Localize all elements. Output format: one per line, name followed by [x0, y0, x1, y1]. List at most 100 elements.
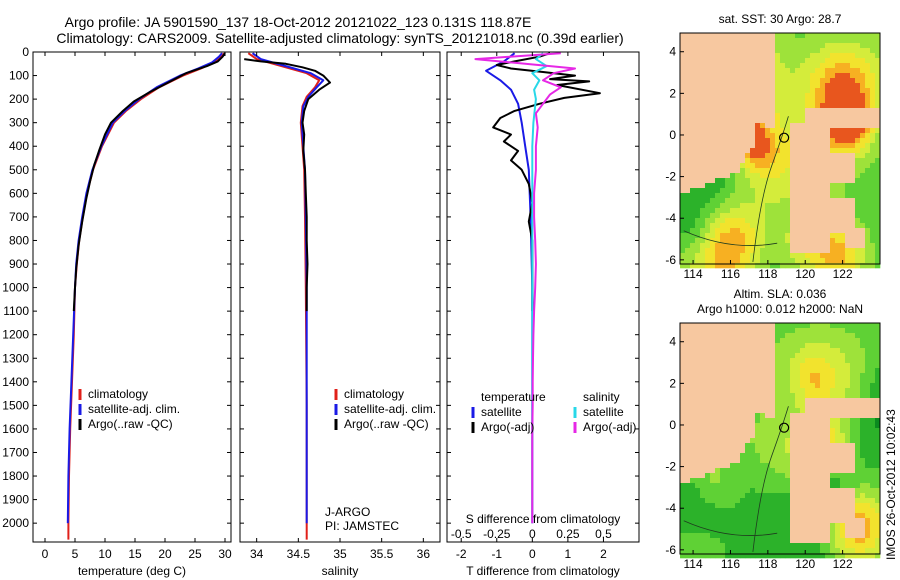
map-cell: [815, 188, 821, 194]
map-cell: [770, 408, 776, 414]
map-cell: [865, 383, 871, 389]
map-cell: [700, 173, 706, 179]
map-cell: [740, 108, 746, 114]
map-cell: [810, 243, 816, 249]
map-cell: [770, 333, 776, 339]
map-cell: [785, 403, 791, 409]
map-cell: [840, 148, 846, 154]
map-cell: [820, 493, 826, 499]
map-cell: [875, 323, 881, 329]
map-cell: [785, 98, 791, 104]
map-cell: [850, 188, 856, 194]
map-cell: [815, 543, 821, 549]
map-cell: [730, 38, 736, 44]
map-cell: [800, 148, 806, 154]
map-cell: [875, 493, 881, 499]
map-cell: [740, 158, 746, 164]
map-cell: [725, 388, 731, 394]
map-cell: [870, 513, 876, 519]
map-cell: [740, 478, 746, 484]
map-cell: [825, 338, 831, 344]
map-cell: [750, 323, 756, 329]
map-cell: [850, 158, 856, 164]
map-cell: [865, 208, 871, 214]
map-cell: [705, 508, 711, 514]
map-cell: [780, 93, 786, 99]
map-cell: [820, 143, 826, 149]
map-cell: [715, 398, 721, 404]
map-cell: [860, 193, 866, 199]
contour-line: [683, 230, 778, 246]
map-cell: [680, 338, 686, 344]
map-cell: [785, 533, 791, 539]
map-cell: [735, 528, 741, 534]
map-cell: [780, 78, 786, 84]
map-cell: [785, 458, 791, 464]
map-cell: [840, 183, 846, 189]
map-cell: [820, 133, 826, 139]
map-cell: [780, 353, 786, 359]
map-cell: [810, 328, 816, 334]
map-cell: [775, 463, 781, 469]
map-cell: [840, 468, 846, 474]
map-cell: [860, 453, 866, 459]
map-cell: [730, 253, 736, 259]
map-cell: [725, 473, 731, 479]
map-cell: [820, 418, 826, 424]
map-cell: [835, 543, 841, 549]
map-cell: [795, 143, 801, 149]
map-cell: [850, 258, 856, 264]
map-cell: [865, 83, 871, 89]
map-cell: [835, 218, 841, 224]
map-cell: [735, 118, 741, 124]
map-cell: [840, 323, 846, 329]
map-cell: [755, 128, 761, 134]
map-cell: [835, 328, 841, 334]
map-cell: [755, 113, 761, 119]
map-cell: [730, 333, 736, 339]
map-cell: [770, 498, 776, 504]
map-cell: [760, 258, 766, 264]
map-cell: [775, 378, 781, 384]
map-cell: [700, 123, 706, 129]
map-cell: [790, 503, 796, 509]
map-cell: [760, 63, 766, 69]
map-cell: [865, 538, 871, 544]
map-cell: [715, 48, 721, 54]
map-cell: [815, 148, 821, 154]
map-cell: [700, 98, 706, 104]
map-cell: [735, 183, 741, 189]
map-cell: [685, 373, 691, 379]
map-cell: [750, 153, 756, 159]
map-cell: [735, 418, 741, 424]
map-cell: [755, 543, 761, 549]
map-cell: [875, 378, 881, 384]
map-cell: [820, 223, 826, 229]
map-cell: [695, 228, 701, 234]
map-cell: [750, 433, 756, 439]
map-cell: [800, 488, 806, 494]
map-cell: [745, 118, 751, 124]
map-cell: [790, 163, 796, 169]
map-cell: [870, 88, 876, 94]
map-cell: [820, 243, 826, 249]
map-cell: [865, 533, 871, 539]
map-cell: [860, 348, 866, 354]
map-cell: [705, 373, 711, 379]
map-cell: [720, 373, 726, 379]
map-cell: [850, 203, 856, 209]
map-cell: [805, 178, 811, 184]
map-cell: [820, 198, 826, 204]
map-cell: [755, 218, 761, 224]
map-cell: [875, 353, 881, 359]
map-cell: [755, 173, 761, 179]
map-cell: [825, 423, 831, 429]
map-cell: [795, 338, 801, 344]
map-cell: [680, 123, 686, 129]
map-cell: [795, 378, 801, 384]
map-cell: [820, 248, 826, 254]
map-cell: [750, 513, 756, 519]
map-cell: [740, 353, 746, 359]
map-cell: [780, 453, 786, 459]
map-cell: [745, 488, 751, 494]
